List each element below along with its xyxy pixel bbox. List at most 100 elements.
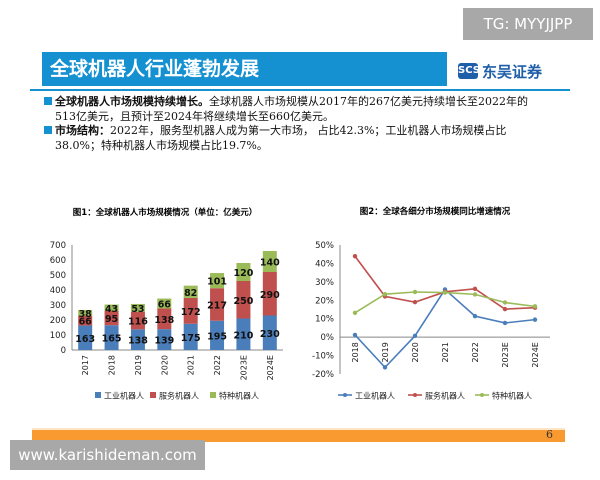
chart1-bar-segment xyxy=(78,315,93,326)
chart2-y-tick: -10% xyxy=(312,352,334,362)
chart1-title: 图1：全球机器人市场规模情况（单位：亿美元） xyxy=(73,207,257,218)
chart1-y-tick: 500 xyxy=(50,271,66,281)
chart1-data-label: 230 xyxy=(260,329,280,340)
chart2-x-tick: 2021 xyxy=(441,342,450,362)
chart1-data-label: 139 xyxy=(154,336,174,347)
chart1-data-label: 120 xyxy=(234,268,254,279)
chart1-x-tick: 2018 xyxy=(108,355,117,375)
chart2-data-point xyxy=(412,299,418,305)
chart1-bar-segment xyxy=(183,323,198,350)
chart1-data-label: 172 xyxy=(181,307,201,318)
chart1-legend-swatch xyxy=(210,392,216,398)
chart1-data-label: 195 xyxy=(207,331,227,342)
chart2-data-point xyxy=(532,304,538,309)
chart1-bar-segment xyxy=(262,272,277,316)
chart2-y-tick: 0% xyxy=(321,333,335,343)
chart2-y-tick: -20% xyxy=(312,370,334,380)
chart1-x-tick: 2023E xyxy=(239,355,248,380)
chart2-x-tick: 2024E xyxy=(531,342,540,367)
chart2-y-tick: 20% xyxy=(315,296,334,306)
chart2-x-tick: 2023E xyxy=(501,342,510,367)
chart1-data-label: 138 xyxy=(128,336,148,347)
chart1-y-tick: 200 xyxy=(50,316,66,326)
bullet-text: 2022年，服务型机器人成为第一大市场， 占比42.3%；工业机器人市场规模占比 xyxy=(110,124,507,137)
chart2-legend-marker xyxy=(343,393,347,397)
chart1-data-label: 140 xyxy=(260,258,280,269)
chart1-bar-segment xyxy=(157,308,172,330)
chart2-data-point xyxy=(382,292,388,297)
chart2-y-tick: 10% xyxy=(315,315,334,325)
chart1-x-tick: 2022 xyxy=(213,355,222,375)
bullet-text: 全球机器人市场规模从2017年的267亿美元持续增长至2022年的 xyxy=(209,95,528,108)
chart2-y-tick: 50% xyxy=(315,241,334,251)
chart1-data-label: 66 xyxy=(79,317,93,328)
chart1-data-label: 210 xyxy=(234,330,254,341)
bullet-heading: 市场结构： xyxy=(55,124,110,137)
watermark-top: TG: MYYJJPP xyxy=(463,8,593,40)
chart1-x-tick: 2020 xyxy=(160,355,169,375)
chart1-data-label: 43 xyxy=(105,304,118,315)
chart2-data-point xyxy=(502,306,508,312)
chart1-bar-segment xyxy=(183,297,198,324)
chart1-data-label: 95 xyxy=(105,314,118,325)
chart1-x-tick: 2021 xyxy=(187,355,196,375)
chart1-data-label: 66 xyxy=(158,300,172,311)
chart2-data-point xyxy=(352,332,358,338)
chart1-data-label: 165 xyxy=(102,334,122,345)
chart1-y-tick: 100 xyxy=(50,331,66,341)
chart1-bar-segment xyxy=(183,285,198,298)
chart2-data-point xyxy=(472,286,478,292)
chart2-data-point xyxy=(412,333,418,339)
chart2-x-tick: 2019 xyxy=(381,342,390,362)
chart1-bar-segment xyxy=(210,273,225,289)
bullet-item: 市场结构：2022年，服务型机器人成为第一大市场， 占比42.3%；工业机器人市… xyxy=(44,124,564,153)
chart2-legend-label: 工业机器人 xyxy=(355,391,395,401)
chart2-data-point xyxy=(472,313,478,319)
chart1-x-tick: 2019 xyxy=(134,355,143,375)
chart1-x-tick: 2017 xyxy=(81,355,90,375)
chart1-bar-segment xyxy=(236,263,251,281)
chart1-bar-segment xyxy=(236,281,251,319)
chart2-data-point xyxy=(382,365,388,370)
chart1-data-label: 138 xyxy=(154,315,174,326)
chart1-data-label: 217 xyxy=(207,300,227,311)
chart2-data-point xyxy=(502,300,508,305)
chart1-data-label: 101 xyxy=(207,277,227,288)
company-logo: SCS 东吴证券 xyxy=(458,60,568,82)
chart1-bar-segment xyxy=(236,318,251,350)
chart1-bar-segment xyxy=(210,288,225,321)
bullet-item: 全球机器人市场规模持续增长。全球机器人市场规模从2017年的267亿美元持续增长… xyxy=(44,95,564,124)
chart2-x-tick: 2018 xyxy=(351,342,360,362)
chart1-legend-label: 工业机器人 xyxy=(104,391,144,401)
chart2-legend-label: 服务机器人 xyxy=(425,391,465,401)
chart1-bar-segment xyxy=(130,311,145,330)
chart1-data-label: 290 xyxy=(260,290,280,301)
bullet-list: 全球机器人市场规模持续增长。全球机器人市场规模从2017年的267亿美元持续增长… xyxy=(44,95,564,153)
chart1-bar-segment xyxy=(130,329,145,350)
chart1-y-tick: 300 xyxy=(50,301,66,311)
chart2-y-tick: 30% xyxy=(315,278,334,288)
chart1-data-label: 82 xyxy=(184,288,197,299)
logo-text: 东吴证券 xyxy=(482,62,543,81)
chart1-legend-label: 特种机器人 xyxy=(219,391,259,401)
title-divider xyxy=(30,89,570,91)
chart1-data-label: 38 xyxy=(79,309,93,320)
chart1-legend-swatch xyxy=(95,392,101,398)
chart2-data-point xyxy=(532,317,538,322)
chart1-y-tick: 700 xyxy=(50,241,66,251)
chart1-data-label: 175 xyxy=(181,333,201,344)
bullet-square-icon xyxy=(44,97,52,105)
logo-mark: SCS xyxy=(458,63,480,79)
chart1-x-tick: 2024E xyxy=(266,355,275,380)
chart1-bar-segment xyxy=(210,320,225,350)
chart2-x-tick: 2022 xyxy=(471,342,480,362)
chart1-y-tick: 0 xyxy=(61,346,66,356)
chart1-data-label: 53 xyxy=(131,304,144,315)
chart1-y-tick: 600 xyxy=(50,256,66,266)
bullet-square-icon xyxy=(44,126,52,134)
chart2-data-point xyxy=(442,290,448,295)
chart1-bar-segment xyxy=(104,325,119,350)
chart1-legend-swatch xyxy=(150,392,156,398)
page-number: 6 xyxy=(546,428,553,441)
